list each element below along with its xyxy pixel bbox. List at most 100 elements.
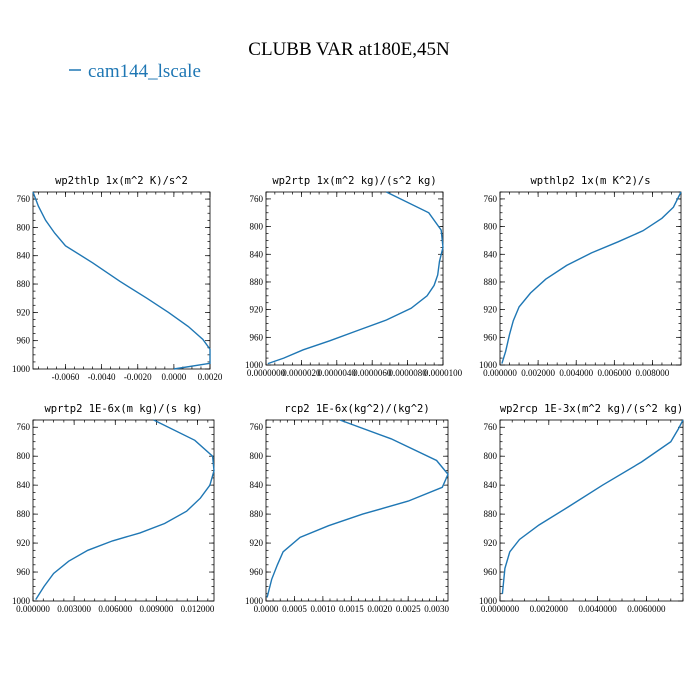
panel-title: wp2rtp 1x(m^2 kg)/(s^2 kg) xyxy=(272,175,436,187)
y-tick-label: 840 xyxy=(17,480,31,490)
y-tick-label: 960 xyxy=(484,567,498,577)
panel-1: wp2thlp 1x(m^2 K)/s^2 760 800 840 880 920 960 1… xyxy=(12,175,223,382)
x-tick-label: 0.0010 xyxy=(311,604,336,614)
y-tick-label: 960 xyxy=(250,332,264,342)
panel-2: wp2rtp 1x(m^2 kg)/(s^2 kg) 760 800 840 880 92… xyxy=(245,175,463,378)
y-tick-label: 880 xyxy=(250,509,264,519)
x-tick-label: 0.0000040 xyxy=(318,368,357,378)
plot-frame xyxy=(265,191,444,366)
y-tick-label: 880 xyxy=(484,509,498,519)
legend-label: cam144_lscale xyxy=(88,61,201,82)
figure-title: CLUBB VAR at180E,45N xyxy=(248,39,450,60)
panel-title: wp2rcp 1E-3x(m^2 kg)/(s^2 kg) xyxy=(500,403,683,415)
panel-6: wp2rcp 1E-3x(m^2 kg)/(s^2 kg)760 800 840 88… xyxy=(479,403,684,614)
x-tick-label: 0.0000000 xyxy=(247,368,286,378)
y-tick-label: 1000 xyxy=(479,360,498,370)
y-tick-label: 760 xyxy=(250,194,264,204)
y-tick-label: 960 xyxy=(484,332,498,342)
y-tick-label: 800 xyxy=(17,222,31,232)
y-tick-label: 760 xyxy=(484,194,498,204)
y-tick-label: 760 xyxy=(484,422,498,432)
x-tick-label: 0.008000 xyxy=(636,368,670,378)
y-tick-label: 920 xyxy=(17,538,31,548)
legend: cam144_lscale xyxy=(69,61,201,82)
y-tick-label: 960 xyxy=(250,567,264,577)
x-tick-label: 0.000000 xyxy=(483,368,517,378)
panel-title: rcp2 1E-6x(kg^2)/(kg^2) xyxy=(284,403,429,415)
series-line xyxy=(266,419,449,598)
x-tick-label: 0.0000100 xyxy=(424,368,463,378)
y-tick-label: 800 xyxy=(17,451,31,461)
y-tick-label: 760 xyxy=(17,422,31,432)
y-tick-label: 760 xyxy=(250,422,264,432)
plot-frame xyxy=(499,419,684,602)
y-tick-label: 920 xyxy=(17,307,31,317)
x-tick-label: 0.000000 xyxy=(16,604,50,614)
x-tick-label: 0.0040000 xyxy=(578,604,617,614)
x-tick-label: 0.0000000 xyxy=(481,604,520,614)
plot-frame xyxy=(32,419,215,602)
plot-frame xyxy=(499,191,682,366)
y-tick-label: 880 xyxy=(17,509,31,519)
series-line xyxy=(501,191,682,364)
x-tick-label: 0.0005 xyxy=(282,604,307,614)
x-tick-label: 0.009000 xyxy=(140,604,174,614)
panel-5: rcp2 1E-6x(kg^2)/(kg^2) 760 800 840 880 920 96… xyxy=(245,403,450,614)
y-tick-label: 920 xyxy=(484,305,498,315)
x-tick-label: 0.0000020 xyxy=(282,368,321,378)
y-tick-label: 800 xyxy=(250,222,264,232)
x-tick-label: 0.0020 xyxy=(198,372,223,382)
y-tick-label: 960 xyxy=(17,336,31,346)
y-tick-label: 800 xyxy=(484,222,498,232)
series-line xyxy=(501,419,684,594)
y-tick-label: 840 xyxy=(484,249,498,259)
y-tick-label: 1000 xyxy=(12,364,31,374)
y-tick-label: 880 xyxy=(17,279,31,289)
y-tick-label: 840 xyxy=(484,480,498,490)
y-tick-label: 1000 xyxy=(479,596,498,606)
x-tick-label: 0.0000080 xyxy=(388,368,427,378)
x-tick-label: 0.006000 xyxy=(98,604,132,614)
x-tick-label: -0.0020 xyxy=(124,372,152,382)
plot-frame xyxy=(32,191,211,370)
y-tick-label: 840 xyxy=(250,249,264,259)
panel-title: wpthlp2 1x(m K^2)/s xyxy=(530,175,650,187)
panel-3: wpthlp2 1x(m K^2)/s 760 800 840 880 920 960 100… xyxy=(479,175,682,378)
series-line xyxy=(267,191,444,365)
panels: wp2thlp 1x(m^2 K)/s^2 760 800 840 880 920 960 1… xyxy=(12,175,684,614)
y-tick-label: 920 xyxy=(250,305,264,315)
x-tick-label: 0.0025 xyxy=(396,604,421,614)
x-tick-label: 0.002000 xyxy=(521,368,555,378)
y-tick-label: 1000 xyxy=(245,596,264,606)
y-tick-label: 1000 xyxy=(12,596,31,606)
plot-frame xyxy=(265,419,449,602)
x-tick-label: 0.006000 xyxy=(597,368,631,378)
x-tick-label: 0.0060000 xyxy=(627,604,666,614)
series-line xyxy=(32,191,211,370)
x-tick-label: 0.012000 xyxy=(181,604,215,614)
y-tick-label: 800 xyxy=(484,451,498,461)
x-tick-label: -0.0060 xyxy=(52,372,80,382)
x-tick-label: 0.0000 xyxy=(162,372,187,382)
y-tick-label: 880 xyxy=(250,277,264,287)
panel-title: wprtp2 1E-6x(m kg)/(s kg) xyxy=(44,403,202,415)
y-tick-label: 840 xyxy=(250,480,264,490)
y-tick-label: 800 xyxy=(250,451,264,461)
y-tick-label: 760 xyxy=(17,194,31,204)
y-tick-label: 920 xyxy=(250,538,264,548)
x-tick-label: 0.0000060 xyxy=(353,368,392,378)
panel-4: wprtp2 1E-6x(m kg)/(s kg) 760 800 840 880 920… xyxy=(12,403,215,614)
x-tick-label: 0.0020 xyxy=(367,604,392,614)
y-tick-label: 840 xyxy=(17,251,31,261)
y-tick-label: 880 xyxy=(484,277,498,287)
panel-title: wp2thlp 1x(m^2 K)/s^2 xyxy=(55,175,188,187)
x-tick-label: 0.004000 xyxy=(559,368,593,378)
x-tick-label: 0.0030 xyxy=(424,604,449,614)
y-tick-label: 920 xyxy=(484,538,498,548)
y-tick-label: 960 xyxy=(17,567,31,577)
x-tick-label: 0.0015 xyxy=(339,604,364,614)
y-tick-label: 1000 xyxy=(245,360,264,370)
x-tick-label: 0.0020000 xyxy=(530,604,569,614)
x-tick-label: 0.003000 xyxy=(57,604,91,614)
